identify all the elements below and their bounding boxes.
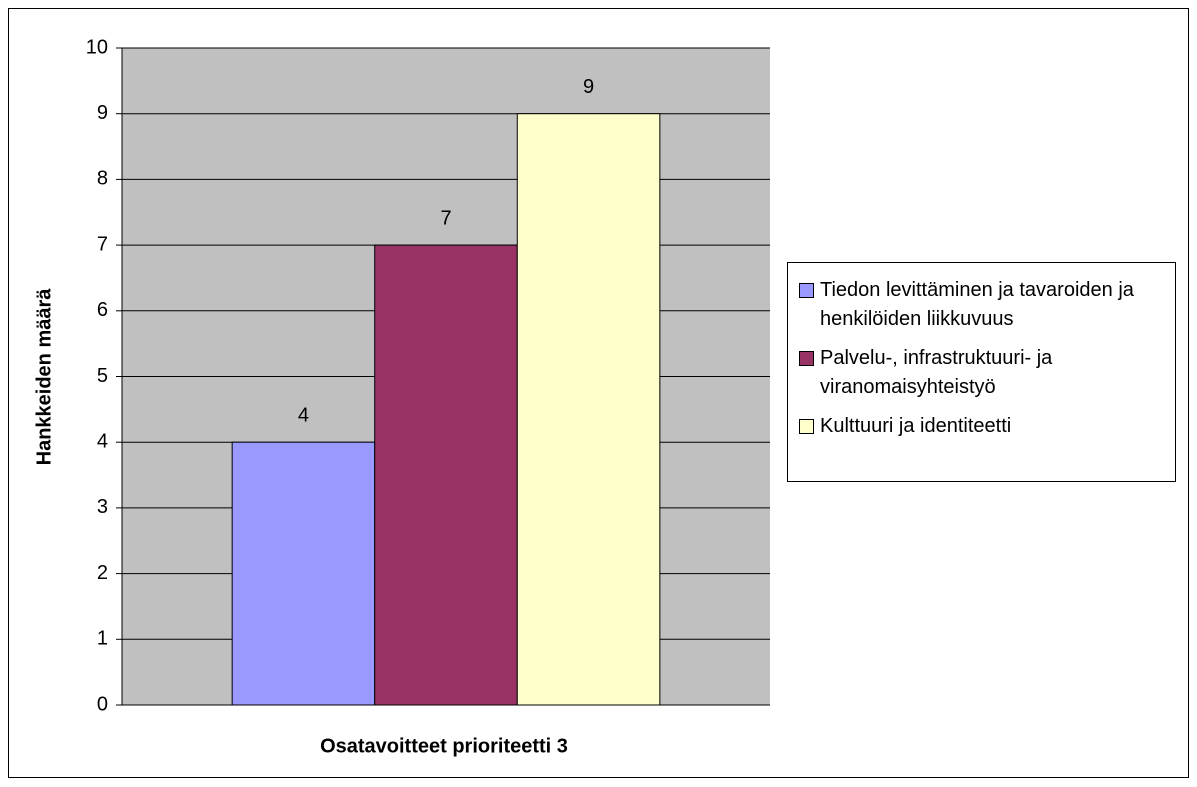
data-label: 7	[440, 207, 451, 229]
y-tick-label: 2	[97, 562, 108, 584]
bar	[374, 244, 518, 706]
legend-item: Kulttuuri ja identiteetti	[788, 412, 1175, 441]
legend-item: Palvelu-, infrastruktuuri- ja viranomais…	[788, 344, 1175, 402]
legend-item: Tiedon levittäminen ja tavaroiden ja hen…	[788, 276, 1175, 334]
bar	[516, 113, 661, 706]
y-axis-label: Hankkeiden määrä	[33, 288, 55, 466]
legend-swatch	[799, 419, 814, 434]
y-tick-label: 6	[97, 299, 108, 321]
y-tick-label: 9	[97, 102, 108, 124]
x-axis-label: Osatavoitteet prioriteetti 3	[320, 735, 568, 757]
y-tick-label: 3	[97, 496, 108, 518]
legend-swatch	[799, 351, 814, 366]
y-tick-label: 10	[86, 36, 108, 58]
bar	[231, 441, 376, 706]
legend-label: Kulttuuri ja identiteetti	[820, 415, 1012, 437]
y-tick-label: 8	[97, 168, 108, 190]
y-tick-label: 0	[97, 693, 108, 715]
legend-swatch	[799, 283, 814, 298]
data-label: 9	[583, 76, 594, 98]
y-tick-label: 5	[97, 365, 108, 387]
y-tick-label: 1	[97, 628, 108, 650]
legend-label: Tiedon levittäminen ja tavaroiden ja hen…	[820, 279, 1134, 330]
y-tick-label: 7	[97, 233, 108, 255]
legend: Tiedon levittäminen ja tavaroiden ja hen…	[787, 262, 1176, 482]
data-label: 4	[298, 404, 309, 426]
y-tick-label: 4	[97, 430, 108, 452]
legend-label: Palvelu-, infrastruktuuri- ja viranomais…	[820, 347, 1053, 398]
